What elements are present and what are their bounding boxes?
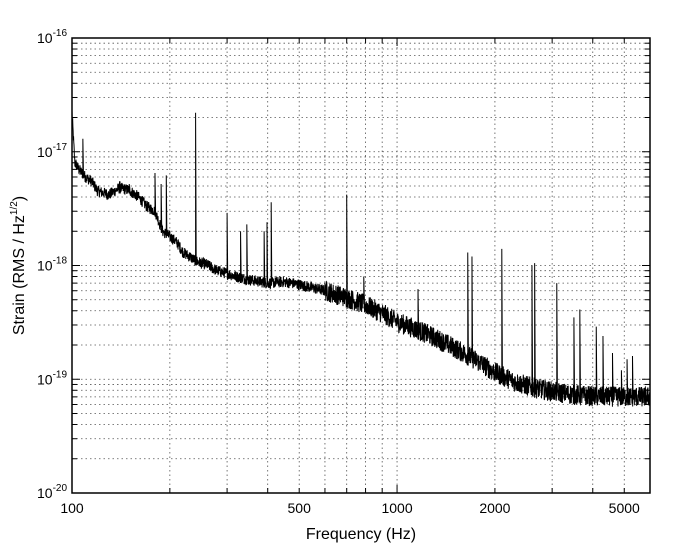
x-axis-title: Frequency (Hz) xyxy=(306,526,416,543)
y-axis-title-main: Strain (RMS / Hz xyxy=(11,215,28,335)
y-tick-label: 10-16 xyxy=(37,28,67,46)
x-tick-label: 500 xyxy=(288,500,312,516)
x-tick-label: 1000 xyxy=(381,500,412,516)
y-tick-labels: 10-20 10-19 10-18 10-17 10-16 xyxy=(37,28,67,501)
grid xyxy=(72,38,650,493)
y-tick-label: 10-19 xyxy=(37,369,67,387)
y-axis-title-exp: 1/2 xyxy=(9,201,20,215)
x-tick-label: 5000 xyxy=(609,500,640,516)
x-tick-label: 2000 xyxy=(479,500,510,516)
x-tick-labels: 100 500 1000 2000 5000 xyxy=(60,500,640,516)
series-line xyxy=(71,111,651,407)
y-tick-label: 10-18 xyxy=(37,256,67,274)
y-axis-title-close: ) xyxy=(11,196,28,201)
y-axis-title: Strain (RMS / Hz1/2) xyxy=(9,196,28,335)
y-tick-label: 10-20 xyxy=(37,483,67,501)
x-tick-label: 100 xyxy=(60,500,84,516)
y-tick-label: 10-17 xyxy=(37,142,67,160)
